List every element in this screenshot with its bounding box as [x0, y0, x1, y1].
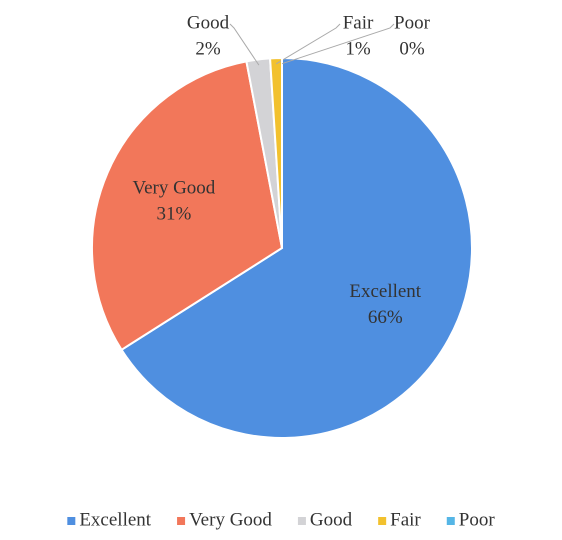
legend-swatch [67, 517, 76, 525]
legend-label: Fair [390, 509, 421, 530]
slice-label-name: Very Good [132, 178, 215, 199]
legend-label: Poor [459, 509, 496, 530]
legend-swatch [378, 517, 387, 525]
pie-slice [120, 56, 473, 439]
leader-line [281, 23, 395, 65]
legend-swatch [297, 517, 306, 525]
legend-label: Good [310, 509, 353, 530]
slice-label-value: 2% [195, 38, 221, 59]
slice-label-value: 66% [368, 307, 403, 328]
pie-slice [91, 60, 284, 352]
slice-label-name: Good [187, 12, 230, 33]
slice-label-value: 31% [156, 204, 191, 225]
slice-label-name: Poor [394, 12, 431, 33]
slice-label-value: 1% [345, 38, 371, 59]
legend-label: Excellent [79, 509, 151, 530]
legend-swatch [177, 517, 186, 525]
slice-label-name: Excellent [349, 281, 421, 302]
legend-label: Very Good [189, 509, 272, 530]
leader-line [229, 23, 260, 66]
legend-swatch [446, 517, 455, 525]
slice-label-value: 0% [399, 38, 425, 59]
slice-label-name: Fair [343, 12, 374, 33]
leader-line [275, 23, 341, 65]
